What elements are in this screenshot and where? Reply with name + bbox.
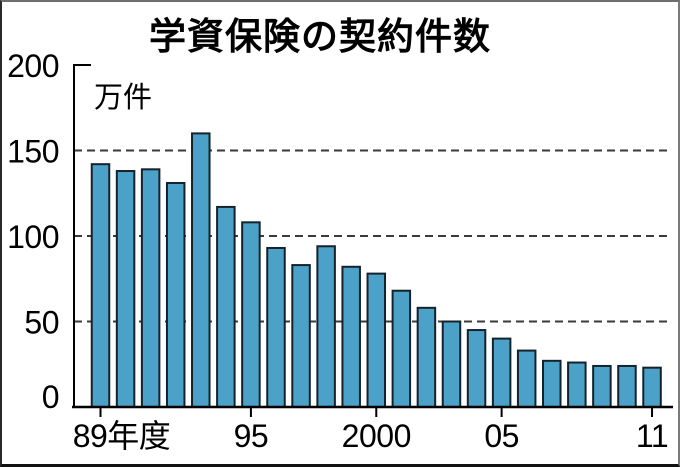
y-tick-label-0: 0 xyxy=(42,379,59,415)
chart-bar-1996 xyxy=(266,246,286,408)
chart-bar-2000 xyxy=(366,272,387,408)
x-tick-label-2000: 2000 xyxy=(342,418,411,454)
chart-bar-1998 xyxy=(316,245,336,408)
chart-title: 学資保険の契約件数 xyxy=(149,16,491,57)
y-tick-label-150: 150 xyxy=(7,134,59,170)
chart-bar-2004 xyxy=(466,329,487,408)
chart-bar-2006 xyxy=(516,349,537,409)
x-tick-label-89年度: 89年度 xyxy=(73,418,171,454)
chart-bar-1999 xyxy=(341,265,361,408)
chart-bar-2010 xyxy=(617,364,637,408)
chart-bar-1989 xyxy=(90,163,111,408)
chart-bar-2008 xyxy=(567,361,587,409)
chart-bar-1995 xyxy=(241,221,261,408)
y-tick-label-200: 200 xyxy=(7,48,59,84)
chart-bar-1990 xyxy=(115,170,136,408)
chart-bar-2003 xyxy=(441,320,462,408)
x-tick-label-95: 95 xyxy=(234,418,269,454)
x-tick-label-05: 05 xyxy=(484,418,519,454)
chart-bar-1994 xyxy=(216,205,236,408)
chart-bar-2002 xyxy=(416,306,437,409)
chart-bar-2009 xyxy=(592,364,612,408)
chart-bar-2005 xyxy=(491,337,512,409)
chart-bar-2007 xyxy=(542,359,562,408)
x-tick-label-11: 11 xyxy=(636,418,668,454)
y-tick-label-100: 100 xyxy=(7,219,59,255)
y-tick-label-50: 50 xyxy=(24,305,59,341)
chart-bar-1993 xyxy=(191,132,211,408)
chart-bar-2001 xyxy=(391,289,412,408)
chart-bar-2011 xyxy=(642,366,662,409)
chart-bar-1991 xyxy=(140,168,161,408)
chart-bar-1997 xyxy=(291,264,311,408)
y-axis-unit-label: 万件 xyxy=(94,82,153,114)
chart-bar-1992 xyxy=(165,181,186,408)
